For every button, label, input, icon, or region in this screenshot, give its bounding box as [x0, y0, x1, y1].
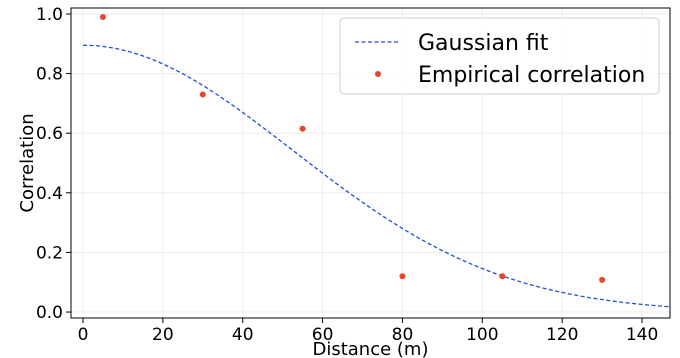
x-tick-label: 0	[78, 325, 89, 345]
y-tick-label: 0.0	[36, 303, 63, 323]
legend-point-label: Empirical correlation	[418, 63, 645, 88]
legend-point-swatch	[375, 71, 381, 77]
plot-frame	[70, 7, 671, 319]
empirical-point	[499, 273, 506, 280]
legend-fit-label: Gaussian fit	[418, 31, 549, 56]
axis-ticks: 0 20 40 60 80 100 120 140 0.0 0.2 0.4 0.6 0.8 1.0	[36, 5, 658, 345]
x-tick-label: 80	[392, 325, 414, 345]
y-tick-label: 0.4	[36, 184, 63, 204]
y-tick-label: 0.2	[36, 243, 63, 263]
y-tick-label: 0.6	[36, 124, 63, 144]
x-axis-label: Distance (m)	[312, 339, 428, 358]
y-tick-label: 1.0	[36, 5, 63, 25]
empirical-point	[199, 91, 206, 98]
points-layer	[99, 13, 606, 283]
empirical-point	[299, 125, 306, 132]
x-tick-label: 20	[152, 325, 174, 345]
empirical-point	[599, 276, 606, 283]
legend-box	[339, 17, 660, 95]
y-tick-label: 0.8	[36, 65, 63, 85]
x-tick-label: 140	[626, 325, 658, 345]
x-tick-label: 60	[312, 325, 334, 345]
x-tick-label: 120	[546, 325, 578, 345]
legend: Gaussian fit Empirical correlation	[339, 17, 660, 95]
empirical-point	[399, 273, 406, 280]
empirical-point	[99, 13, 106, 20]
y-axis-label: Correlation	[17, 113, 38, 212]
x-tick-label: 40	[232, 325, 254, 345]
x-tick-label: 100	[466, 325, 498, 345]
